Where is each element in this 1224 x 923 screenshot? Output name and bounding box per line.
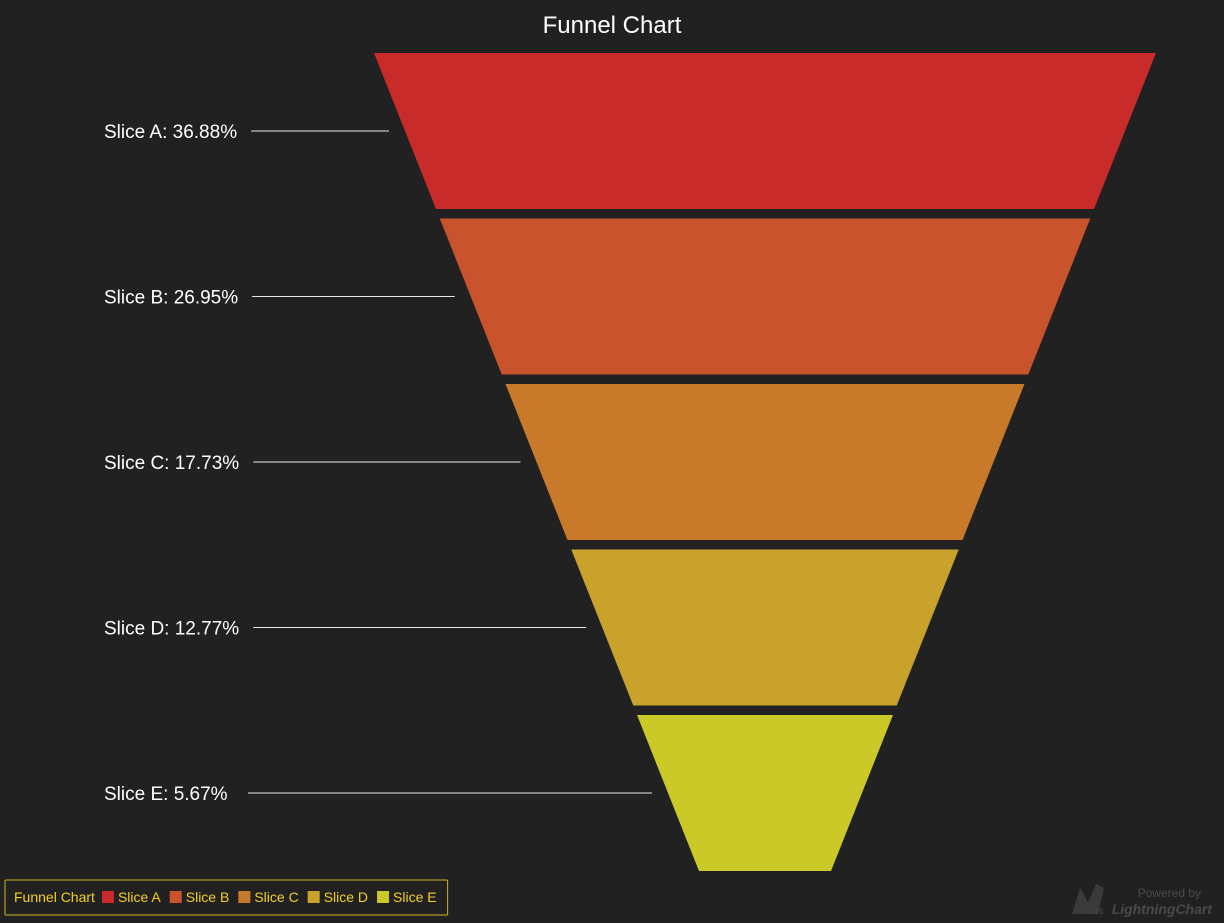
legend-label-slice-a: Slice A [118, 889, 161, 905]
watermark-powered-by: Powered by [1138, 886, 1201, 900]
legend-item-slice-a[interactable]: Slice A [101, 889, 161, 905]
slice-labels: Slice A: 36.88% Slice B: 26.95% Slice C: 1… [104, 122, 653, 805]
legend-item-slice-b[interactable]: Slice B [169, 889, 230, 905]
legend-swatch-slice-b [169, 891, 182, 903]
funnel-slices [374, 53, 1156, 871]
legend-frame [4, 879, 449, 916]
slice-label-slice-e: Slice E: 5.67% [104, 784, 228, 805]
slice-label-slice-a: Slice A: 36.88% [104, 122, 237, 143]
legend-item-slice-d[interactable]: Slice D [307, 889, 368, 905]
legend-swatch-slice-a [101, 891, 114, 903]
legend-title: Funnel Chart [14, 889, 95, 905]
legend-label-slice-c: Slice C [254, 889, 298, 905]
legend-swatch-slice-e [377, 891, 390, 903]
legend-label-slice-e: Slice E [393, 889, 437, 905]
funnel-slice-slice-a[interactable] [374, 53, 1156, 209]
funnel-slice-slice-b[interactable] [439, 218, 1091, 375]
slice-label-slice-c: Slice C: 17.73% [104, 453, 239, 474]
slice-label-slice-b: Slice B: 26.95% [104, 288, 238, 309]
legend-swatch-slice-d [307, 891, 320, 903]
legend-label-slice-b: Slice B [186, 889, 230, 905]
watermark-brand: LightningChart [1112, 901, 1214, 917]
funnel-slice-slice-d[interactable] [571, 549, 959, 706]
legend-item-slice-e[interactable]: Slice E [377, 889, 437, 905]
chart-title: Funnel Chart [543, 12, 682, 39]
watermark-badge: JS [1094, 907, 1103, 916]
legend-item-slice-c[interactable]: Slice C [238, 889, 299, 905]
slice-label-slice-d: Slice D: 12.77% [104, 619, 239, 640]
legend[interactable]: Funnel Chart Slice A Slice B Slice C Slice D… [4, 879, 449, 916]
funnel-slice-slice-c[interactable] [505, 384, 1025, 540]
lightningchart-logo-icon [1072, 884, 1104, 914]
legend-swatch-slice-c [238, 891, 251, 903]
legend-label-slice-d: Slice D [324, 889, 368, 905]
funnel-slice-slice-e[interactable] [637, 715, 893, 871]
